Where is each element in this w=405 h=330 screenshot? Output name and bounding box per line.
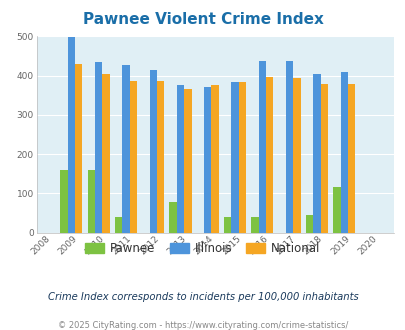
Text: Pawnee Violent Crime Index: Pawnee Violent Crime Index <box>82 12 323 26</box>
Bar <box>320 84 327 233</box>
Bar <box>129 81 137 233</box>
Bar <box>115 217 122 233</box>
Bar <box>102 74 109 233</box>
Bar <box>258 61 265 233</box>
Bar <box>75 64 82 233</box>
Bar <box>340 72 347 233</box>
Bar <box>184 88 191 233</box>
Bar <box>292 78 300 233</box>
Bar <box>305 215 312 233</box>
Bar <box>251 217 258 233</box>
Text: © 2025 CityRating.com - https://www.cityrating.com/crime-statistics/: © 2025 CityRating.com - https://www.city… <box>58 321 347 330</box>
Bar <box>238 82 245 233</box>
Bar <box>231 82 238 233</box>
Bar <box>285 61 292 233</box>
Bar <box>169 202 177 233</box>
Bar <box>177 85 184 233</box>
Bar <box>224 217 231 233</box>
Bar <box>68 37 75 233</box>
Bar <box>312 74 320 233</box>
Legend: Pawnee, Illinois, National: Pawnee, Illinois, National <box>81 237 324 260</box>
Bar <box>333 187 340 233</box>
Text: Crime Index corresponds to incidents per 100,000 inhabitants: Crime Index corresponds to incidents per… <box>47 292 358 302</box>
Bar <box>60 170 68 233</box>
Bar <box>211 85 218 233</box>
Bar <box>95 62 102 233</box>
Bar <box>265 77 273 233</box>
Bar <box>122 65 129 233</box>
Bar <box>149 70 157 233</box>
Bar <box>347 84 354 233</box>
Bar <box>87 170 95 233</box>
Bar <box>204 87 211 233</box>
Bar <box>157 81 164 233</box>
